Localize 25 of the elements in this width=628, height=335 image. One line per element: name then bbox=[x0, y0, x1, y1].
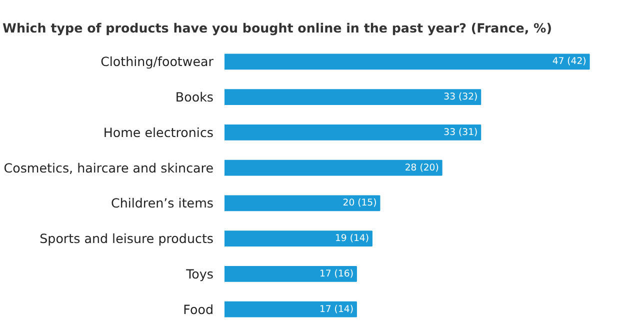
data-label: 33 (31) bbox=[444, 126, 478, 138]
y-tick-label: Sports and leisure products bbox=[40, 231, 214, 246]
data-label: 33 (32) bbox=[444, 92, 478, 103]
bar bbox=[224, 230, 372, 246]
bar bbox=[224, 54, 590, 70]
y-tick-label: Clothing/footwear bbox=[100, 54, 214, 70]
data-label: 47 (42) bbox=[552, 56, 586, 68]
y-tick-label: Home electronics bbox=[103, 124, 214, 140]
data-label: 17 (16) bbox=[319, 268, 354, 280]
bar bbox=[224, 266, 357, 282]
data-label: 19 (14) bbox=[334, 233, 369, 244]
data-label: 28 (20) bbox=[404, 162, 439, 174]
data-label: 17 (14) bbox=[319, 304, 354, 315]
y-tick-label: Toys bbox=[185, 266, 214, 282]
y-tick-label: Books bbox=[175, 90, 214, 105]
y-tick-label: Food bbox=[183, 302, 214, 317]
data-label: 20 (15) bbox=[342, 198, 377, 209]
bar bbox=[224, 195, 380, 212]
bar bbox=[224, 301, 357, 318]
y-tick-label: Children’s items bbox=[111, 196, 214, 211]
bar bbox=[224, 160, 442, 176]
bar bbox=[224, 89, 482, 106]
bar bbox=[224, 124, 482, 140]
chart-title: Which type of products have you bought online in the past year? (France, %) bbox=[2, 20, 552, 36]
y-tick-label: Cosmetics, haircare and skincare bbox=[4, 160, 214, 176]
